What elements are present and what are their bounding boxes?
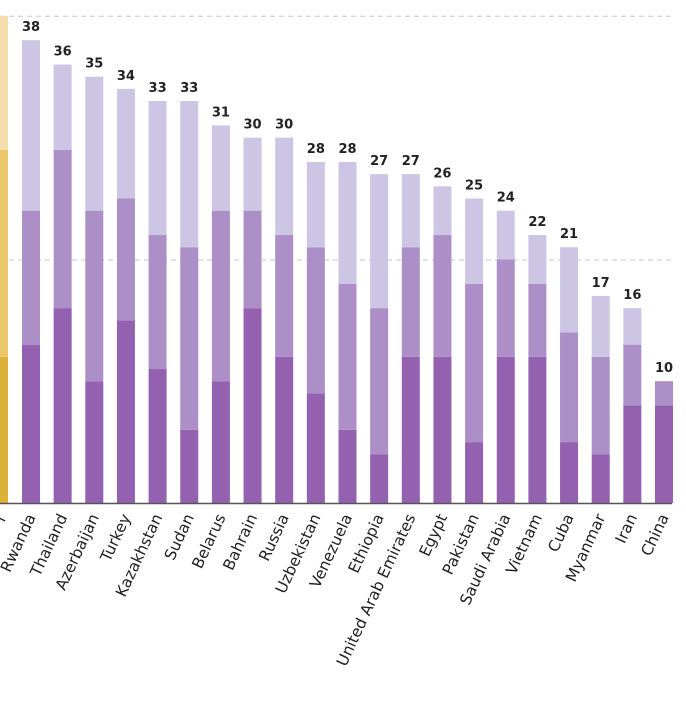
bar-azerbaijan-segment-3 bbox=[85, 76, 104, 211]
bar-myanmar-segment-2 bbox=[591, 356, 610, 455]
bar-ethiopia-segment-3 bbox=[370, 174, 389, 309]
bar-uzbekistan-segment-1 bbox=[306, 393, 325, 503]
bar-kazakhstan-segment-3 bbox=[148, 101, 167, 236]
bar-china-segment-1 bbox=[655, 405, 673, 503]
bar-pakistan-segment-1 bbox=[465, 442, 484, 503]
bar-cuba-segment-1 bbox=[560, 442, 579, 503]
left-partial-bar bbox=[0, 15, 8, 503]
partial-bar-segment-3 bbox=[0, 15, 8, 150]
category-label-egypt: Egypt bbox=[416, 511, 451, 559]
bar-myanmar-segment-1 bbox=[591, 454, 610, 503]
bar-russia-segment-3 bbox=[275, 137, 294, 236]
bar-rwanda-segment-1 bbox=[22, 344, 40, 503]
bar-turkey-segment-1 bbox=[116, 320, 135, 503]
partial-bar-segment-2 bbox=[0, 149, 8, 357]
bar-iran-segment-1 bbox=[623, 405, 642, 503]
bar-egypt-segment-2 bbox=[433, 235, 452, 357]
category-label-partial: r bbox=[0, 511, 11, 525]
bar-belarus-segment-1 bbox=[211, 381, 230, 503]
bar-venezuela-segment-3 bbox=[338, 161, 357, 284]
bar-united-arab-emirates-segment-3 bbox=[401, 174, 420, 248]
bar-rwanda-segment-2 bbox=[22, 210, 40, 345]
bar-egypt-segment-3 bbox=[433, 186, 452, 236]
bar-saudi-arabia-segment-1 bbox=[496, 356, 515, 503]
bar-turkey-segment-2 bbox=[116, 198, 135, 321]
value-label-vietnam: 22 bbox=[528, 215, 546, 230]
bar-cuba-segment-2 bbox=[560, 332, 579, 443]
value-label-pakistan: 25 bbox=[465, 179, 483, 194]
value-label-bahrain: 30 bbox=[244, 118, 262, 133]
bar-vietnam-segment-1 bbox=[528, 356, 547, 503]
bar-myanmar-segment-3 bbox=[591, 295, 610, 357]
value-label-venezuela: 28 bbox=[338, 142, 356, 157]
bar-venezuela-segment-2 bbox=[338, 283, 357, 430]
value-label-turkey: 34 bbox=[117, 69, 135, 84]
bar-cuba-segment-3 bbox=[560, 247, 579, 333]
bar-vietnam-segment-3 bbox=[528, 235, 547, 284]
bar-sudan-segment-3 bbox=[180, 101, 199, 248]
bar-iran-segment-2 bbox=[623, 344, 642, 406]
bar-kazakhstan-segment-1 bbox=[148, 369, 167, 503]
value-label-saudi-arabia: 24 bbox=[497, 191, 515, 206]
value-label-united-arab-emirates: 27 bbox=[402, 154, 420, 169]
bar-united-arab-emirates-segment-2 bbox=[401, 247, 420, 357]
value-labels: 38 36 35 34 33 33 31 30 30 28 28 27 27 26 25 24 22 21 17 16… bbox=[22, 20, 673, 376]
bar-united-arab-emirates-segment-1 bbox=[401, 356, 420, 503]
value-label-russia: 30 bbox=[275, 118, 293, 133]
bars bbox=[22, 40, 673, 503]
bar-ethiopia-segment-2 bbox=[370, 308, 389, 455]
value-label-ethiopia: 27 bbox=[370, 154, 388, 169]
bar-bahrain-segment-1 bbox=[243, 308, 262, 503]
bar-azerbaijan-segment-1 bbox=[85, 381, 104, 503]
bar-ethiopia-segment-1 bbox=[370, 454, 389, 503]
bar-venezuela-segment-1 bbox=[338, 429, 357, 503]
value-label-china: 10 bbox=[655, 361, 673, 376]
bar-kazakhstan-segment-2 bbox=[148, 235, 167, 370]
bar-uzbekistan-segment-2 bbox=[306, 247, 325, 394]
value-label-belarus: 31 bbox=[212, 105, 230, 120]
bar-saudi-arabia-segment-2 bbox=[496, 259, 515, 357]
bar-sudan-segment-1 bbox=[180, 429, 199, 503]
value-label-iran: 16 bbox=[623, 288, 641, 303]
bar-thailand-segment-1 bbox=[53, 308, 72, 503]
bar-belarus-segment-3 bbox=[211, 125, 230, 211]
category-labels: rRwandaThailandAzerbaijanTurkeyKazakhsta… bbox=[0, 511, 673, 669]
bar-bahrain-segment-2 bbox=[243, 210, 262, 309]
bar-turkey-segment-3 bbox=[116, 88, 135, 199]
value-label-rwanda: 38 bbox=[22, 20, 40, 35]
value-label-thailand: 36 bbox=[54, 45, 72, 60]
bar-uzbekistan-segment-3 bbox=[306, 161, 325, 248]
bar-iran-segment-3 bbox=[623, 308, 642, 345]
value-label-sudan: 33 bbox=[180, 81, 198, 96]
bar-rwanda-segment-3 bbox=[22, 40, 40, 211]
bar-thailand-segment-2 bbox=[53, 149, 72, 309]
bar-belarus-segment-2 bbox=[211, 210, 230, 382]
bar-russia-segment-1 bbox=[275, 356, 294, 503]
value-label-myanmar: 17 bbox=[592, 276, 610, 291]
bar-sudan-segment-2 bbox=[180, 247, 199, 430]
value-label-egypt: 26 bbox=[433, 166, 451, 181]
value-label-azerbaijan: 35 bbox=[85, 57, 103, 72]
value-label-kazakhstan: 33 bbox=[149, 81, 167, 96]
bar-azerbaijan-segment-2 bbox=[85, 210, 104, 382]
bar-bahrain-segment-3 bbox=[243, 137, 262, 211]
bar-vietnam-segment-2 bbox=[528, 283, 547, 357]
category-label-cuba: Cuba bbox=[544, 511, 577, 555]
category-label-iran: Iran bbox=[612, 511, 641, 546]
partial-bar-segment-1 bbox=[0, 356, 8, 503]
bar-saudi-arabia-segment-3 bbox=[496, 210, 515, 260]
bar-china-segment-2 bbox=[655, 381, 673, 406]
bar-pakistan-segment-2 bbox=[465, 283, 484, 443]
gridlines bbox=[0, 15, 672, 261]
bar-russia-segment-2 bbox=[275, 235, 294, 357]
bar-thailand-segment-3 bbox=[53, 64, 72, 150]
category-label-china: China bbox=[638, 511, 673, 559]
value-label-uzbekistan: 28 bbox=[307, 142, 325, 157]
bar-pakistan-segment-3 bbox=[465, 198, 484, 284]
value-label-cuba: 21 bbox=[560, 227, 578, 242]
bar-egypt-segment-1 bbox=[433, 356, 452, 503]
